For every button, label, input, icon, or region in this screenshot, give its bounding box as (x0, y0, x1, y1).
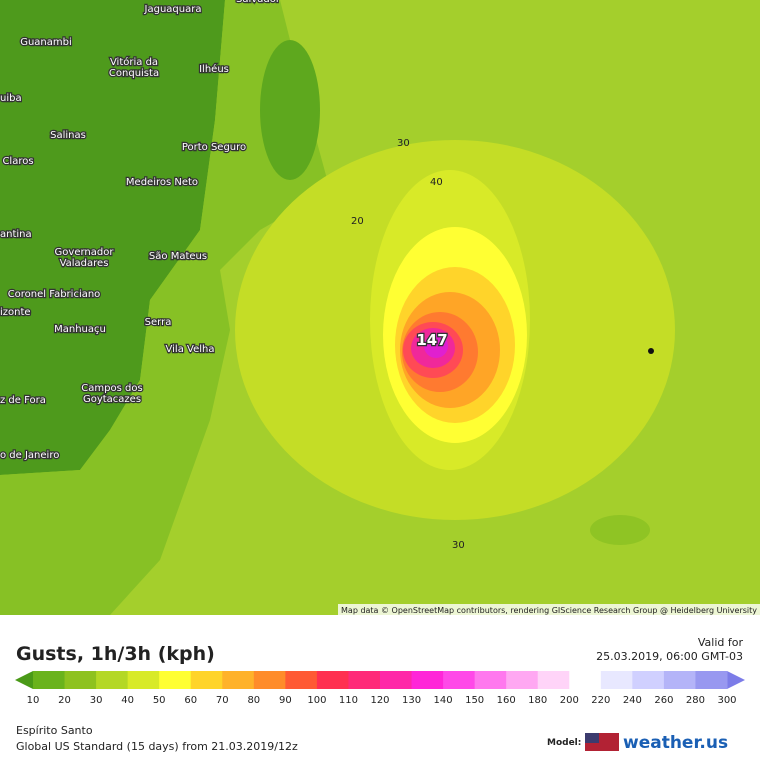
color-scale: 10 20 30 40 50 60 70 80 90 100 110 120 130 140 150 160 1… (15, 671, 745, 706)
attribution: Map data © OpenStreetMap contributors, r… (341, 606, 757, 615)
color-swatch (253, 671, 286, 689)
scale-label: 60 (184, 695, 197, 706)
scale-label: 90 (279, 695, 292, 706)
color-swatch (443, 671, 476, 689)
place-label: Salvador (236, 0, 281, 5)
place-label: Vila Velha (166, 344, 215, 355)
scale-label: 200 (560, 695, 579, 706)
place-label: Jaguaquara (144, 4, 202, 15)
max-value: 147 (416, 331, 447, 349)
region: Espírito Santo (16, 724, 93, 737)
place-label: Ilhéus (199, 63, 229, 75)
color-swatch (506, 671, 539, 689)
under-arrow (15, 671, 33, 689)
contour-label: 20 (351, 216, 364, 227)
color-swatch (64, 671, 97, 689)
valid-label: Valid for (698, 636, 744, 649)
color-swatch (285, 671, 318, 689)
color-swatch (33, 671, 66, 689)
scale-label: 80 (247, 695, 260, 706)
place-label: antina (0, 229, 32, 240)
color-swatch (474, 671, 507, 689)
color-swatch (159, 671, 192, 689)
place-label: Manhuaçu (54, 324, 106, 335)
over-arrow (727, 671, 745, 689)
color-swatch (190, 671, 223, 689)
land (0, 0, 225, 475)
contour-label: 40 (430, 177, 443, 188)
place-label: Serra (145, 317, 172, 328)
brand[interactable]: weather.us (623, 733, 728, 753)
place-label: o de Janeiro (0, 450, 59, 461)
place-label: Salinas (50, 130, 86, 141)
coastal-zone (0, 0, 330, 615)
scale-label: 50 (153, 695, 166, 706)
color-swatch (569, 671, 602, 689)
color-swatch (695, 671, 728, 689)
color-swatch (316, 671, 349, 689)
scale-label: 150 (465, 695, 484, 706)
place-label: Medeiros Neto (126, 177, 198, 188)
color-swatch (537, 671, 570, 689)
scale-label: 180 (528, 695, 547, 706)
model-label: Model: (547, 738, 581, 748)
shoal (590, 515, 650, 545)
place-label: Vitória da Conquista (109, 56, 159, 79)
island (648, 348, 654, 354)
scale-label: 240 (623, 695, 642, 706)
place-label: Porto Seguro (182, 142, 246, 153)
place-label: Coronel Fabriciano (8, 289, 101, 300)
scale-label: 30 (90, 695, 103, 706)
color-swatch (96, 671, 129, 689)
place-label: Campos dos Goytacazes (81, 383, 142, 405)
color-swatch (348, 671, 381, 689)
attribution-bg (338, 604, 760, 615)
place-label: z de Fora (0, 395, 46, 406)
color-swatch (380, 671, 413, 689)
color-swatch (600, 671, 633, 689)
contour-label: 30 (452, 540, 465, 551)
scale-label: 100 (307, 695, 326, 706)
color-swatch (127, 671, 160, 689)
valid-time: 25.03.2019, 06:00 GMT-03 (596, 650, 743, 663)
scale-label: 20 (58, 695, 71, 706)
scale-label: 280 (686, 695, 705, 706)
legend-title: Gusts, 1h/3h (kph) (16, 643, 215, 665)
place-label: izonte (0, 307, 31, 318)
scale-label: 120 (370, 695, 389, 706)
scale-label: 220 (591, 695, 610, 706)
flag-canton (585, 733, 599, 743)
contour-130 (424, 334, 448, 358)
scale-label: 260 (654, 695, 673, 706)
scale-label: 130 (402, 695, 421, 706)
scale-label: 300 (717, 695, 736, 706)
model-run: Global US Standard (15 days) from 21.03.… (16, 740, 298, 753)
contour-label: 30 (397, 138, 410, 149)
scale-label: 140 (434, 695, 453, 706)
place-label: Claros (2, 156, 33, 167)
shoal (260, 40, 320, 180)
color-swatch (663, 671, 696, 689)
place-label: Guanambi (20, 37, 72, 48)
scale-label: 70 (216, 695, 229, 706)
color-swatch (411, 671, 444, 689)
color-swatch (632, 671, 665, 689)
scale-label: 40 (121, 695, 134, 706)
place-labels: Salvador Jaguaquara Guanambi Vitória daConq… (0, 0, 282, 462)
scale-label: 110 (339, 695, 358, 706)
scale-label: 160 (497, 695, 516, 706)
place-label: Governador Valadares (55, 247, 115, 269)
place-label: São Mateus (149, 251, 207, 262)
scale-label: 10 (27, 695, 40, 706)
place-label: uiba (0, 93, 22, 104)
color-swatch (222, 671, 255, 689)
